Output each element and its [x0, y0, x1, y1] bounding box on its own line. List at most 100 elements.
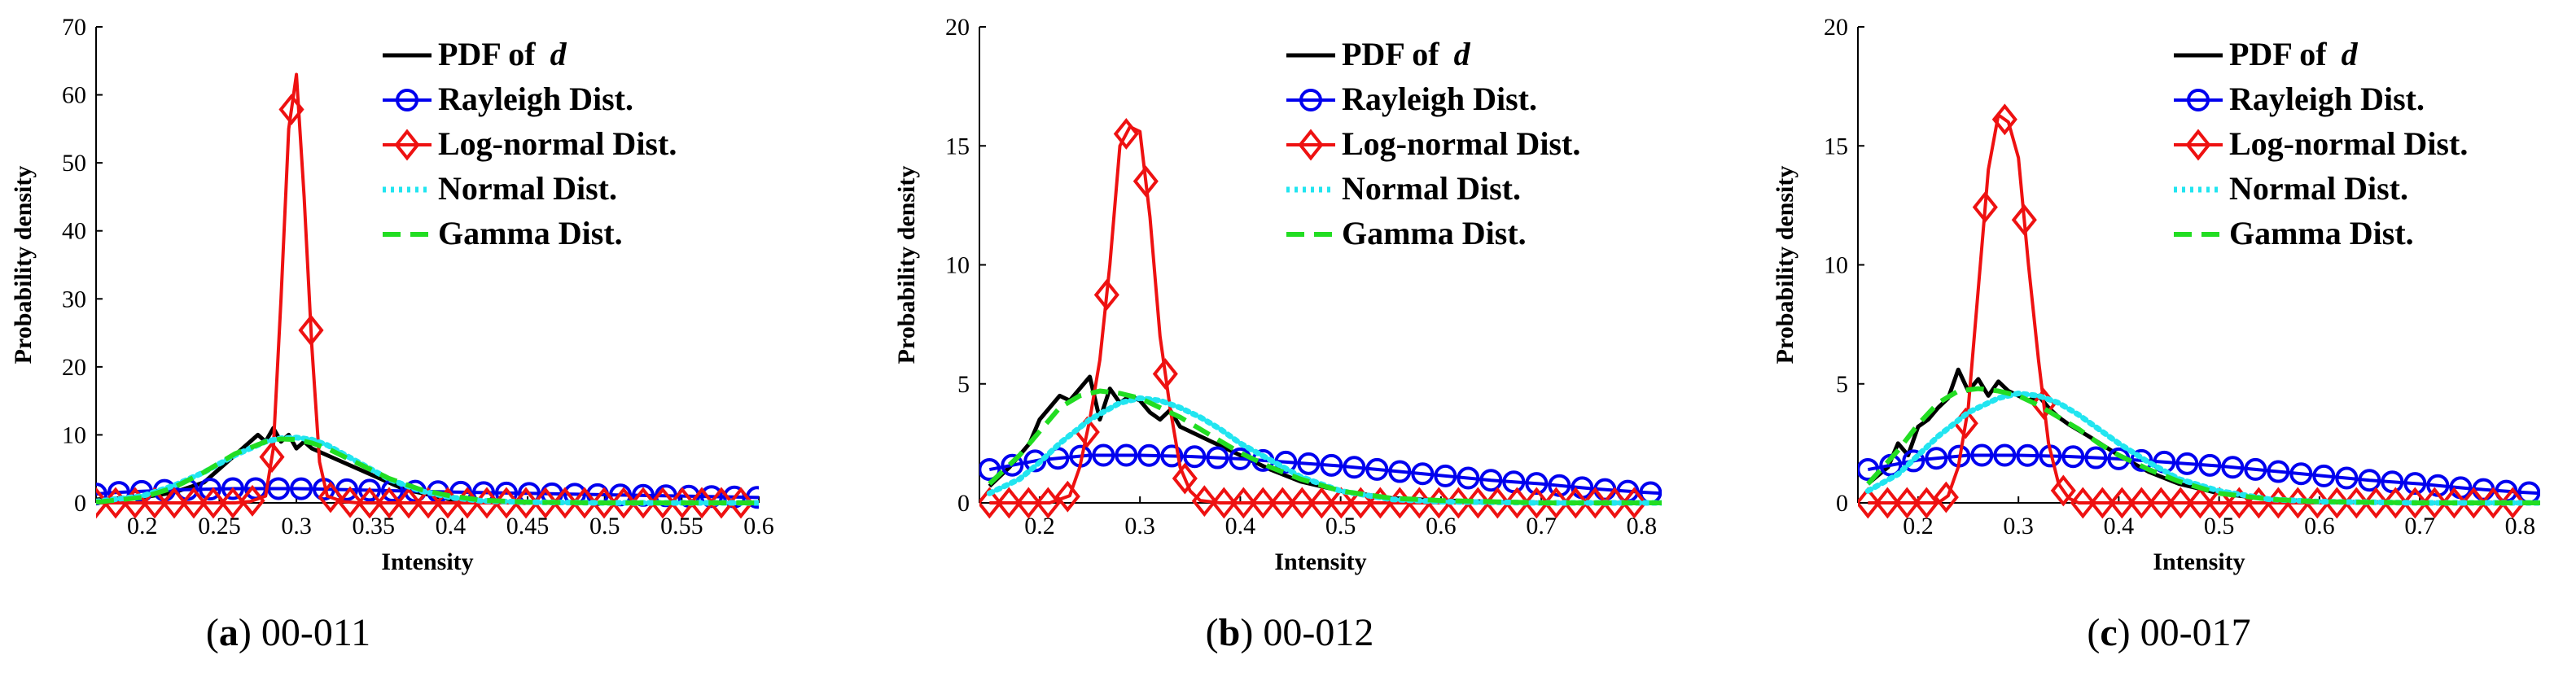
series-marker-2	[396, 487, 422, 519]
series-marker-1	[1993, 443, 2017, 467]
series-line-4	[1866, 386, 2540, 505]
series-marker-1	[199, 478, 221, 501]
series-marker-2	[1523, 487, 1549, 519]
legend-text: Normal Dist.	[1342, 170, 1521, 207]
series-marker-2	[669, 487, 695, 519]
legend: PDF of d Rayleigh Dist. Log-normal Dist. No…	[2174, 36, 2468, 251]
legend-text: Rayleigh Dist.	[1342, 81, 1537, 117]
series-marker-2	[2382, 487, 2408, 519]
y-tick-label: 0	[74, 490, 86, 517]
series-marker-2	[1191, 485, 1217, 518]
series-marker-1	[2358, 469, 2381, 492]
legend-marker-2	[1298, 129, 1324, 161]
y-tick-label: 10	[62, 421, 86, 448]
y-axis-label: Probability density	[893, 166, 920, 365]
series-marker-2	[181, 487, 207, 519]
x-tick-label: 0.3	[2003, 513, 2034, 539]
series-marker-1	[2244, 457, 2267, 481]
series-line-3	[1864, 390, 2540, 506]
y-tick-label: 5	[957, 371, 970, 398]
series-marker-2	[2148, 487, 2174, 519]
legend-entry-3: Normal Dist.	[438, 170, 617, 207]
series-marker-2	[239, 484, 265, 517]
caption-paren: )	[2118, 611, 2131, 654]
series-marker-2	[1562, 487, 1588, 519]
series-line-2	[96, 72, 759, 504]
x-tick-label: 0.3	[281, 513, 312, 539]
series-marker-2	[376, 487, 402, 519]
series-marker-2	[2050, 474, 2076, 507]
series-marker-2	[1172, 462, 1198, 495]
legend-entry-2: Log-normal Dist.	[1342, 125, 1580, 162]
series-marker-2	[1093, 278, 1119, 311]
series-marker-2	[298, 314, 324, 347]
series-marker-2	[650, 487, 676, 519]
series-marker-2	[1465, 487, 1491, 519]
caption-paren: (	[206, 611, 219, 654]
series-line-4	[96, 436, 759, 505]
legend-text: Log-normal Dist.	[2229, 125, 2468, 162]
series-marker-2	[1504, 487, 1530, 519]
series-marker-2	[1543, 487, 1569, 519]
caption-paren: )	[1240, 611, 1253, 654]
series-marker-2	[630, 487, 656, 519]
series-line-3	[986, 395, 1662, 506]
series-marker-1	[2289, 462, 2313, 486]
caption-letter: c	[2100, 611, 2117, 654]
y-tick-label: 20	[1824, 14, 1848, 41]
subfigure-caption: (b) 00-012	[1206, 611, 1374, 654]
series-group	[96, 72, 759, 519]
x-axis-label: Intensity	[2153, 548, 2245, 575]
caption-id: 00-011	[252, 611, 370, 654]
series-marker-1	[2267, 460, 2290, 483]
x-tick-label: 0.7	[1526, 513, 1557, 539]
legend-text: Log-normal Dist.	[1342, 125, 1580, 162]
series-marker-1	[358, 478, 381, 502]
series-marker-2	[1211, 487, 1237, 519]
y-tick-label: 5	[1836, 371, 1848, 398]
series-marker-1	[2084, 446, 2108, 470]
series-marker-2	[2480, 487, 2506, 519]
series-marker-2	[2167, 487, 2193, 519]
legend-entry-1: Rayleigh Dist.	[438, 81, 633, 117]
series-marker-2	[1289, 487, 1315, 519]
series-marker-2	[2324, 487, 2350, 519]
caption-id: 00-017	[2131, 611, 2251, 654]
series-marker-1	[267, 477, 290, 500]
series-marker-2	[1015, 487, 1041, 519]
x-axis-label: Intensity	[1274, 548, 1366, 575]
series-line-2	[1868, 113, 2521, 504]
series-marker-1	[2312, 464, 2336, 487]
legend-text: Log-normal Dist.	[438, 125, 677, 162]
series-marker-2	[979, 487, 1002, 519]
y-tick-label: 0	[1836, 490, 1848, 517]
y-tick-label: 40	[62, 218, 86, 245]
series-marker-1	[1970, 443, 1994, 467]
legend-entry-0: PDF of d	[1342, 36, 1471, 72]
y-axis-label: Probability density	[1772, 166, 1798, 365]
series-marker-2	[1113, 117, 1139, 150]
subfigure-caption: (a) 00-011	[206, 611, 370, 654]
legend-text: Gamma Dist.	[2229, 215, 2414, 251]
y-tick-label: 30	[62, 286, 86, 312]
series-marker-1	[221, 477, 244, 500]
legend-entry-3: Normal Dist.	[2229, 170, 2408, 207]
series-marker-2	[591, 487, 617, 519]
subfigure-caption: (c) 00-017	[2087, 611, 2250, 654]
series-marker-2	[2363, 487, 2389, 519]
series-marker-2	[572, 487, 598, 519]
y-tick-label: 0	[957, 490, 970, 517]
legend-text: PDF of	[2229, 36, 2335, 72]
series-marker-1	[2221, 456, 2245, 479]
series-marker-1	[2175, 452, 2199, 475]
legend-text: PDF of	[438, 36, 544, 72]
legend-entry-2: Log-normal Dist.	[2229, 125, 2468, 162]
series-marker-2	[513, 487, 539, 519]
series-marker-2	[1445, 487, 1471, 519]
caption-paren: (	[2087, 611, 2100, 654]
series-marker-2	[532, 487, 559, 519]
legend: PDF of d Rayleigh Dist. Log-normal Dist. No…	[383, 36, 677, 251]
series-marker-2	[2402, 487, 2428, 519]
series-line-4	[988, 388, 1662, 505]
x-axis-label: Intensity	[381, 548, 473, 575]
